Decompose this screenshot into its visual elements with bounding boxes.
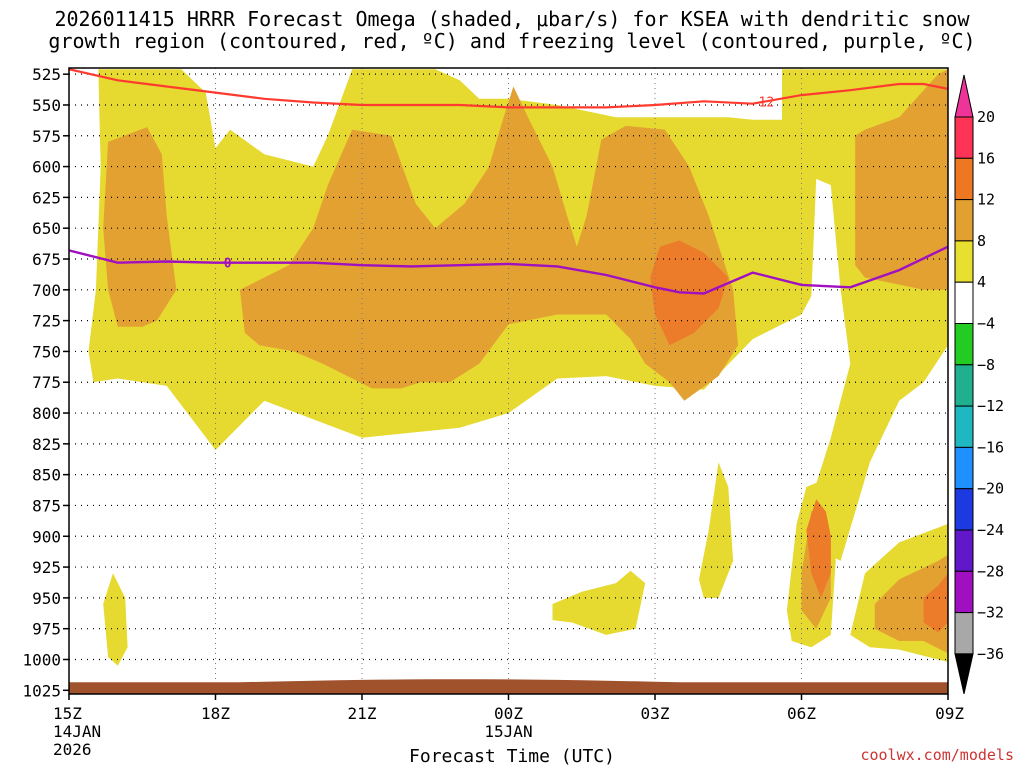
ground-terrain [69, 679, 948, 694]
x-tick-sublabel-15JAN: 15JAN [484, 722, 532, 741]
y-tick-label-575: 575 [32, 127, 61, 146]
x-tick-label-06Z: 06Z [787, 704, 816, 723]
omega-region-8-12-0 [103, 127, 177, 327]
colorbar-label-11: −28 [977, 562, 1004, 580]
colorbar-label-1: 16 [977, 149, 995, 167]
y-tick-label-725: 725 [32, 312, 61, 331]
colorbar-label-3: 8 [977, 232, 986, 250]
y-tick-label-800: 800 [32, 404, 61, 423]
credit-link[interactable]: coolwx.com/models [860, 746, 1014, 764]
colorbar-label-7: −12 [977, 397, 1004, 415]
colorbar-box-10 [954, 529, 974, 572]
colorbar-box-11 [954, 570, 974, 614]
y-tick-label-950: 950 [32, 589, 61, 608]
dendritic-contour-label: -12 [751, 95, 774, 110]
omega-region-4-8-4 [699, 462, 734, 598]
omega-region-4-8-3 [552, 570, 646, 635]
colorbar-box-3 [954, 240, 974, 283]
omega-region-12-16-2 [923, 573, 948, 633]
x-tick-label-18Z: 18Z [201, 704, 230, 723]
y-tick-label-650: 650 [32, 219, 61, 238]
x-tick-sublabel-2026: 2026 [53, 740, 92, 759]
y-tick-label-850: 850 [32, 466, 61, 485]
y-tick-label-675: 675 [32, 250, 61, 269]
x-tick-label-21Z: 21Z [348, 704, 377, 723]
colorbar-box-0 [954, 116, 974, 159]
colorbar-label-4: 4 [977, 273, 986, 291]
colorbar-label-9: −20 [977, 480, 1004, 498]
y-tick-label-875: 875 [32, 496, 61, 515]
x-tick-label-03Z: 03Z [641, 704, 670, 723]
y-tick-label-825: 825 [32, 435, 61, 454]
y-tick-label-925: 925 [32, 558, 61, 577]
colorbar-box-2 [954, 199, 974, 242]
colorbar-bottom-arrow [954, 653, 974, 695]
y-tick-label-1025: 1025 [22, 681, 61, 700]
colorbar-box-1 [954, 157, 974, 201]
y-tick-label-700: 700 [32, 281, 61, 300]
x-tick-sublabel-14JAN: 14JAN [53, 722, 101, 741]
y-tick-label-525: 525 [32, 65, 61, 84]
omega-region-4-8-2 [103, 573, 128, 666]
omega-region-8-12-2 [855, 69, 948, 290]
y-tick-label-625: 625 [32, 188, 61, 207]
y-tick-label-600: 600 [32, 158, 61, 177]
colorbar-box-8 [954, 446, 974, 490]
freezing-level-label: 0 [224, 257, 232, 272]
y-tick-label-550: 550 [32, 96, 61, 115]
chart-title: 2026011415 HRRR Forecast Omega (shaded, … [48, 7, 976, 53]
colorbar-label-10: −24 [977, 521, 1004, 539]
shading-group: -12 0 [69, 68, 948, 694]
colorbar-label-13: −36 [977, 645, 1004, 663]
colorbar-label-6: −8 [977, 356, 995, 374]
colorbar-box-9 [954, 488, 974, 531]
colorbar-top-arrow [954, 74, 974, 118]
colorbar-box-7 [954, 405, 974, 448]
colorbar-box-12 [954, 612, 974, 655]
colorbar-box-5 [954, 323, 974, 366]
omega-region-12-16-1 [806, 499, 831, 598]
omega-region-8-12-4 [874, 554, 948, 654]
y-tick-label-775: 775 [32, 373, 61, 392]
y-tick-label-975: 975 [32, 620, 61, 639]
colorbar-label-12: −32 [977, 604, 1004, 622]
colorbar-box-4 [954, 281, 974, 325]
x-axis-title: Forecast Time (UTC) [409, 746, 615, 767]
y-tick-label-900: 900 [32, 527, 61, 546]
omega-region-8-12-1 [239, 86, 738, 401]
colorbar-label-2: 12 [977, 191, 995, 209]
colorbar-box-6 [954, 364, 974, 407]
colorbar-label-8: −16 [977, 438, 1004, 456]
x-tick-label-00Z: 00Z [494, 704, 523, 723]
freezing-level-line [69, 245, 948, 295]
y-tick-label-750: 750 [32, 342, 61, 361]
x-tick-label-15Z: 15Z [53, 704, 82, 723]
y-tick-label-1000: 1000 [22, 650, 61, 669]
colorbar-label-5: −4 [977, 315, 995, 333]
x-tick-label-09Z: 09Z [935, 704, 964, 723]
dendritic-contour-line [69, 68, 948, 109]
colorbar-label-0: 20 [977, 108, 995, 126]
